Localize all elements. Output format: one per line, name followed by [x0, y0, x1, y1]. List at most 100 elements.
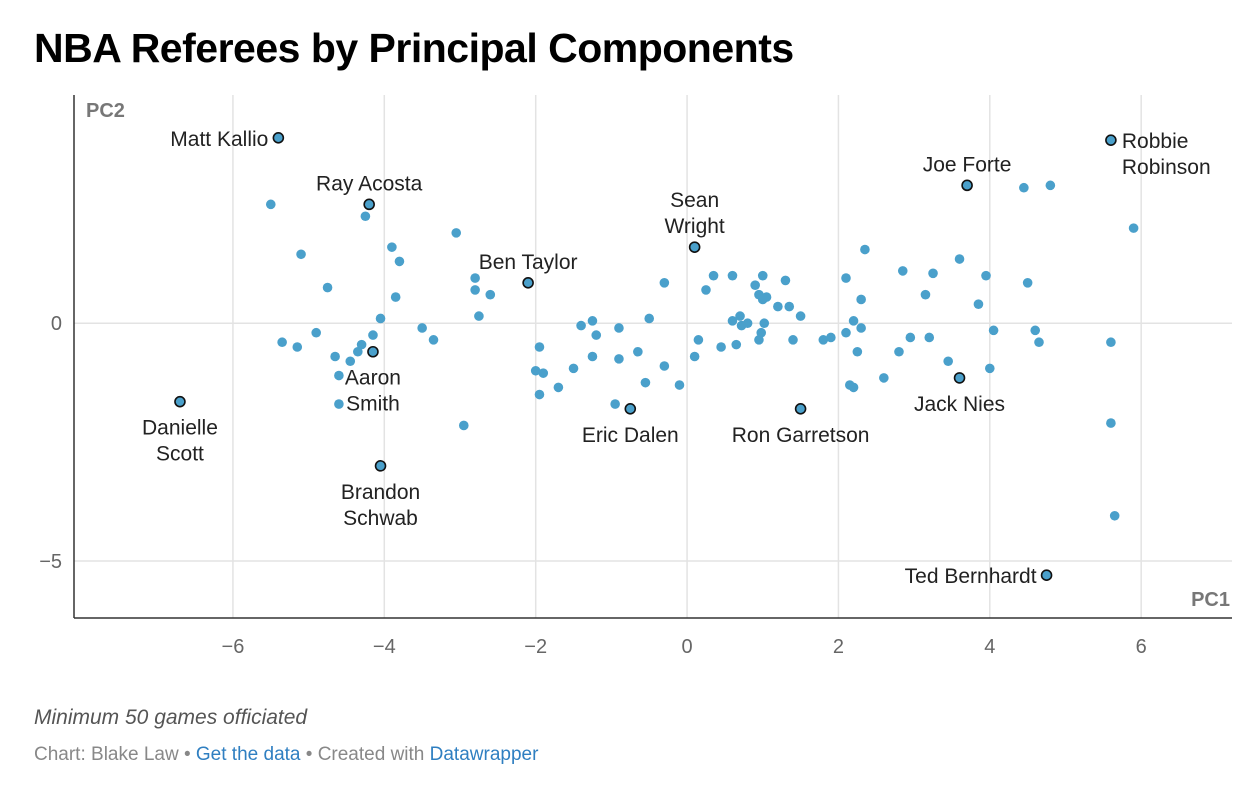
data-point — [334, 399, 344, 409]
data-point — [981, 270, 991, 281]
highlighted-point — [794, 402, 807, 415]
data-point — [1128, 223, 1139, 233]
data-point — [587, 316, 598, 326]
x-tick-label: −4 — [373, 636, 396, 658]
point-labels: Matt Kallio Ray Acosta Ben Taylor Sean Wrigh… — [142, 128, 1211, 588]
point-label: Robinson — [1122, 156, 1211, 179]
data-point — [708, 270, 719, 281]
highlighted-point — [272, 131, 285, 144]
data-point — [356, 339, 367, 350]
data-point — [756, 327, 767, 338]
data-point — [530, 365, 541, 376]
data-point — [727, 316, 738, 326]
x-tick-label: 2 — [833, 636, 844, 658]
point-label: Jack Nies — [914, 393, 1005, 416]
data-point — [334, 370, 344, 381]
data-point — [330, 351, 340, 362]
data-point — [742, 318, 753, 329]
data-point — [265, 199, 276, 210]
highlighted-point — [174, 395, 186, 408]
data-point — [644, 313, 655, 324]
data-point — [360, 211, 371, 222]
data-point — [610, 399, 620, 409]
x-tick-label: −2 — [524, 636, 547, 658]
data-point — [905, 332, 916, 343]
data-point — [474, 311, 484, 321]
data-point — [322, 282, 333, 293]
data-point — [761, 292, 772, 302]
data-point — [757, 270, 768, 281]
point-label: Ray Acosta — [316, 172, 423, 195]
data-point — [640, 377, 651, 388]
data-point — [576, 320, 586, 331]
x-axis-label: PC1 — [1191, 589, 1230, 611]
data-point — [458, 420, 469, 431]
data-point — [784, 301, 795, 312]
point-label: Joe Forte — [923, 153, 1012, 176]
highlighted-point — [624, 402, 637, 415]
data-point — [1022, 278, 1033, 288]
data-point — [920, 289, 931, 300]
point-label: Brandon — [341, 481, 420, 504]
data-point — [277, 337, 287, 348]
data-point — [1106, 418, 1116, 428]
data-point — [750, 280, 760, 290]
data-point — [1034, 337, 1044, 348]
data-point — [693, 335, 704, 345]
data-point — [780, 275, 791, 286]
data-point — [534, 342, 545, 352]
data-point — [394, 256, 405, 267]
point-label: Eric Dalen — [582, 424, 679, 447]
data-point — [538, 368, 549, 378]
data-point — [1030, 325, 1041, 336]
chart-title: NBA Referees by Principal Components — [34, 25, 794, 71]
data-point — [928, 268, 938, 279]
data-point — [788, 335, 798, 345]
data-point — [417, 323, 427, 333]
data-points — [174, 131, 1139, 582]
x-tick-label: 4 — [984, 636, 995, 658]
byline-created-with: • Created with — [300, 744, 430, 765]
data-point — [470, 273, 480, 283]
data-point — [954, 254, 965, 264]
byline: Chart: Blake Law • Get the data • Create… — [34, 744, 538, 766]
data-point — [296, 249, 306, 260]
data-point — [568, 363, 579, 374]
point-label: Matt Kallio — [170, 128, 268, 151]
highlighted-point — [688, 241, 701, 253]
data-point — [856, 294, 866, 305]
data-point — [988, 325, 999, 336]
data-point — [924, 332, 935, 343]
data-point — [368, 330, 378, 340]
datawrapper-link[interactable]: Datawrapper — [429, 744, 539, 765]
data-point — [451, 228, 462, 238]
gridlines — [74, 95, 1232, 618]
data-point — [773, 301, 783, 312]
x-tick-label: −6 — [222, 636, 245, 658]
data-point — [470, 285, 480, 295]
data-point — [701, 285, 711, 295]
highlighted-point — [961, 179, 973, 192]
x-tick-label: 6 — [1136, 636, 1147, 658]
data-point — [614, 323, 624, 333]
data-point — [894, 346, 904, 357]
data-point — [387, 242, 397, 252]
highlighted-point — [522, 277, 534, 289]
point-label: Schwab — [343, 507, 418, 530]
point-label: Sean — [670, 189, 719, 212]
data-point — [1109, 510, 1120, 521]
data-point — [390, 292, 401, 302]
y-axis-label: PC2 — [86, 100, 125, 122]
tick-labels: −6 −4 −2 0 2 4 6 0 −5 — [39, 313, 1147, 658]
point-label: Aaron — [345, 367, 401, 390]
data-point — [311, 327, 321, 338]
data-point — [841, 327, 851, 338]
point-label: Robbie — [1122, 130, 1189, 153]
data-point — [292, 342, 303, 352]
data-point — [848, 382, 859, 393]
data-point — [848, 316, 859, 326]
y-tick-label: 0 — [51, 313, 62, 335]
get-data-link[interactable]: Get the data — [195, 744, 301, 765]
highlighted-point — [363, 198, 375, 211]
data-point — [428, 335, 439, 345]
